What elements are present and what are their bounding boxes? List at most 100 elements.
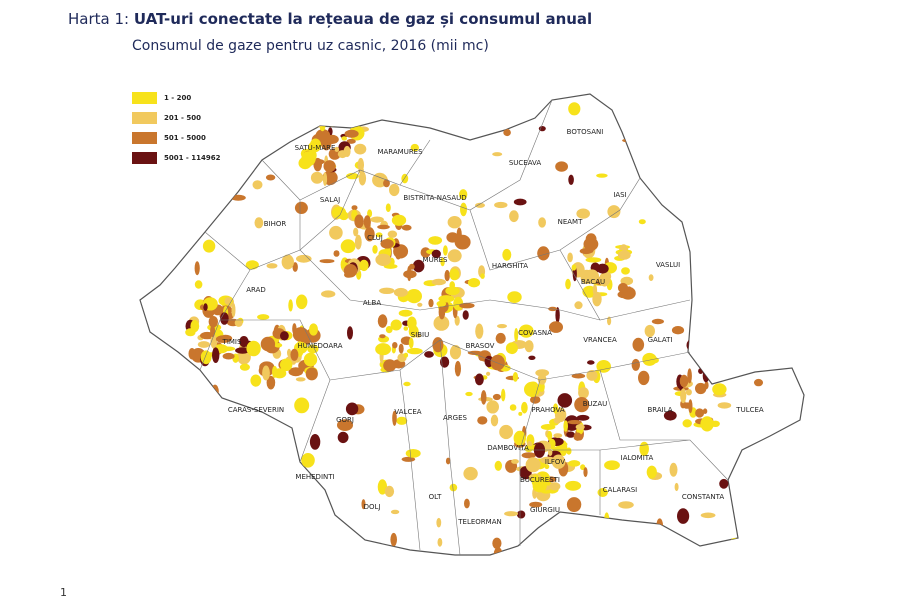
consumption-area — [429, 98, 442, 112]
consumption-area — [188, 348, 196, 360]
consumption-area — [201, 195, 209, 211]
consumption-area — [329, 225, 343, 240]
consumption-area — [568, 460, 581, 467]
consumption-area — [509, 210, 519, 223]
consumption-area — [519, 324, 534, 338]
consumption-area — [393, 287, 408, 297]
consumption-area — [245, 260, 259, 270]
consumption-area — [220, 312, 229, 325]
consumption-area — [525, 457, 541, 473]
consumption-area — [377, 314, 388, 328]
consumption-area — [344, 129, 359, 138]
county-label: GALATI — [648, 336, 673, 344]
consumption-area — [754, 378, 763, 387]
consumption-area — [288, 299, 293, 312]
map-heading: Harta 1: UAT-uri conectate la rețeaua de… — [68, 10, 592, 28]
consumption-area — [190, 514, 198, 529]
consumption-area — [447, 249, 462, 263]
consumption-area — [790, 530, 800, 538]
consumption-area — [463, 466, 478, 481]
consumption-area — [164, 440, 174, 456]
county-label: SATU-MARE — [295, 144, 336, 152]
consumption-area — [319, 118, 326, 132]
consumption-area — [511, 459, 519, 464]
consumption-area — [376, 94, 384, 102]
consumption-area — [343, 264, 358, 278]
consumption-area — [401, 456, 416, 462]
consumption-area — [309, 138, 322, 153]
consumption-area — [274, 343, 283, 348]
consumption-area — [547, 430, 553, 441]
consumption-area — [632, 337, 645, 352]
consumption-area — [576, 414, 590, 421]
consumption-area — [492, 393, 501, 401]
consumption-area — [514, 328, 519, 342]
consumption-area — [748, 94, 760, 101]
consumption-area — [685, 389, 692, 396]
consumption-area — [769, 527, 783, 537]
consumption-area — [538, 217, 546, 228]
consumption-area — [383, 179, 390, 188]
consumption-area — [737, 217, 742, 231]
consumption-area — [380, 239, 394, 249]
consumption-area — [573, 432, 582, 441]
consumption-area — [280, 331, 289, 341]
consumption-area — [538, 126, 546, 132]
consumption-area — [638, 370, 650, 386]
consumption-area — [203, 303, 208, 311]
consumption-area — [690, 219, 700, 224]
consumption-area — [770, 240, 786, 246]
consumption-area — [651, 318, 665, 325]
consumption-area — [385, 203, 391, 212]
consumption-area — [744, 240, 756, 255]
consumption-area — [440, 257, 445, 267]
consumption-area — [431, 249, 441, 259]
consumption-area — [266, 375, 276, 390]
county-label: BUCURESTI — [520, 476, 560, 484]
county-label: VRANCEA — [583, 336, 617, 344]
consumption-area — [253, 500, 270, 516]
consumption-area — [359, 259, 369, 272]
county-label: GIURGIU — [530, 506, 560, 514]
consumption-area — [557, 393, 573, 408]
consumption-area — [596, 263, 609, 274]
consumption-area — [567, 420, 582, 425]
consumption-area — [574, 397, 590, 413]
consumption-area — [294, 201, 308, 214]
consumption-area — [363, 215, 371, 229]
consumption-area — [766, 494, 779, 501]
county-label: DAMBOVITA — [487, 444, 529, 452]
consumption-area — [180, 413, 193, 418]
consumption-area — [239, 363, 250, 371]
county-label: TULCEA — [735, 406, 764, 414]
consumption-area — [391, 214, 407, 226]
consumption-area — [490, 354, 505, 371]
consumption-area — [509, 404, 517, 411]
consumption-area — [704, 381, 709, 390]
county-label: IALOMITA — [621, 454, 654, 462]
consumption-area — [467, 278, 481, 288]
consumption-area — [303, 352, 318, 367]
consumption-area — [354, 234, 362, 250]
consumption-area — [292, 262, 298, 272]
consumption-area — [490, 414, 499, 427]
consumption-area — [176, 219, 189, 229]
consumption-area — [234, 318, 243, 327]
consumption-area — [524, 445, 533, 452]
consumption-area — [375, 232, 383, 238]
consumption-area — [695, 105, 705, 115]
consumption-area — [599, 272, 611, 287]
consumption-area — [778, 162, 789, 168]
consumption-area — [140, 145, 153, 151]
consumption-area — [475, 202, 485, 208]
consumption-area — [504, 511, 519, 517]
consumption-area — [144, 338, 154, 353]
consumption-area — [549, 321, 563, 333]
consumption-area — [305, 367, 318, 381]
consumption-area — [351, 205, 358, 211]
consumption-area — [555, 161, 568, 172]
county-label: BACAU — [581, 278, 605, 286]
consumption-area — [494, 460, 502, 471]
consumption-area — [753, 327, 767, 338]
